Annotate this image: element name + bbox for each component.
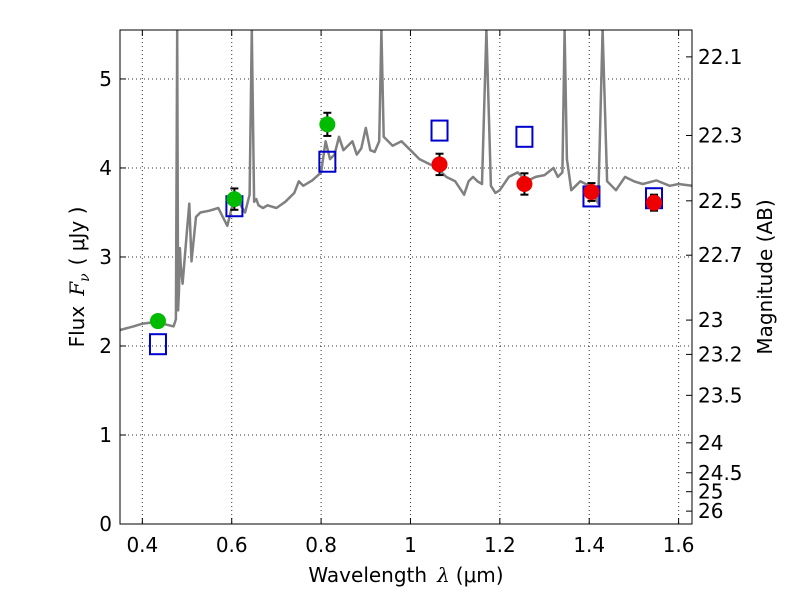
x-tick-label: 0.8 — [305, 533, 337, 557]
y-axis-title: FluxFν( μJy ) — [65, 207, 93, 348]
mag-tick-label: 23.5 — [698, 383, 743, 407]
x-axis-title: Wavelength λ (μm) — [308, 563, 503, 587]
observed-optical-point — [319, 116, 336, 133]
y2-axis-title: Magnitude (AB) — [753, 199, 777, 354]
y-tick-label: 1 — [99, 423, 112, 447]
y-tick-label: 5 — [99, 67, 112, 91]
model-photometry-square — [430, 119, 449, 142]
mag-tick-label: 25 — [698, 480, 723, 504]
x-tick-label: 1.4 — [573, 533, 605, 557]
spectrum-layer — [120, 30, 692, 332]
mag-tick-label: 23 — [698, 308, 723, 332]
observed-nir-point — [516, 175, 533, 192]
observed-optical-point — [226, 191, 243, 208]
mag-tick-label: 22.3 — [698, 123, 743, 147]
x-tick-label: 1.6 — [663, 533, 695, 557]
plot-frame — [119, 29, 693, 525]
observed-nir-point — [646, 194, 663, 211]
ticks-layer — [120, 30, 692, 525]
x-tick-label: 1.2 — [484, 533, 516, 557]
mag-tick-label: 23.2 — [698, 342, 743, 366]
mag-tick-label: 22.7 — [698, 243, 743, 267]
points-layer — [148, 111, 664, 356]
y-tick-label: 2 — [99, 334, 112, 358]
mag-tick-label: 22.5 — [698, 189, 743, 213]
labels-layer: 0.4 0.6 0.8 1 1.2 1.4 1.601234522.122.322.522.… — [99, 45, 742, 557]
model-photometry-square — [148, 333, 167, 356]
observed-nir-point — [583, 183, 600, 200]
y-tick-label: 4 — [99, 156, 112, 180]
observed-nir-point — [431, 156, 448, 173]
observed-optical-point — [149, 313, 166, 330]
model-spectrum-line — [120, 30, 692, 332]
x-tick-label: 0.6 — [216, 533, 248, 557]
mag-tick-label: 24.5 — [698, 461, 743, 485]
mag-tick-label: 26 — [698, 499, 723, 523]
model-photometry-square — [318, 150, 337, 173]
x-tick-label: 0.4 — [126, 533, 158, 557]
mag-tick-label: 22.1 — [698, 45, 743, 69]
mag-tick-label: 24 — [698, 431, 723, 455]
y-tick-label: 0 — [99, 512, 112, 536]
model-photometry-square — [515, 125, 534, 148]
x-tick-label: 1 — [404, 533, 417, 557]
y-tick-label: 3 — [99, 245, 112, 269]
